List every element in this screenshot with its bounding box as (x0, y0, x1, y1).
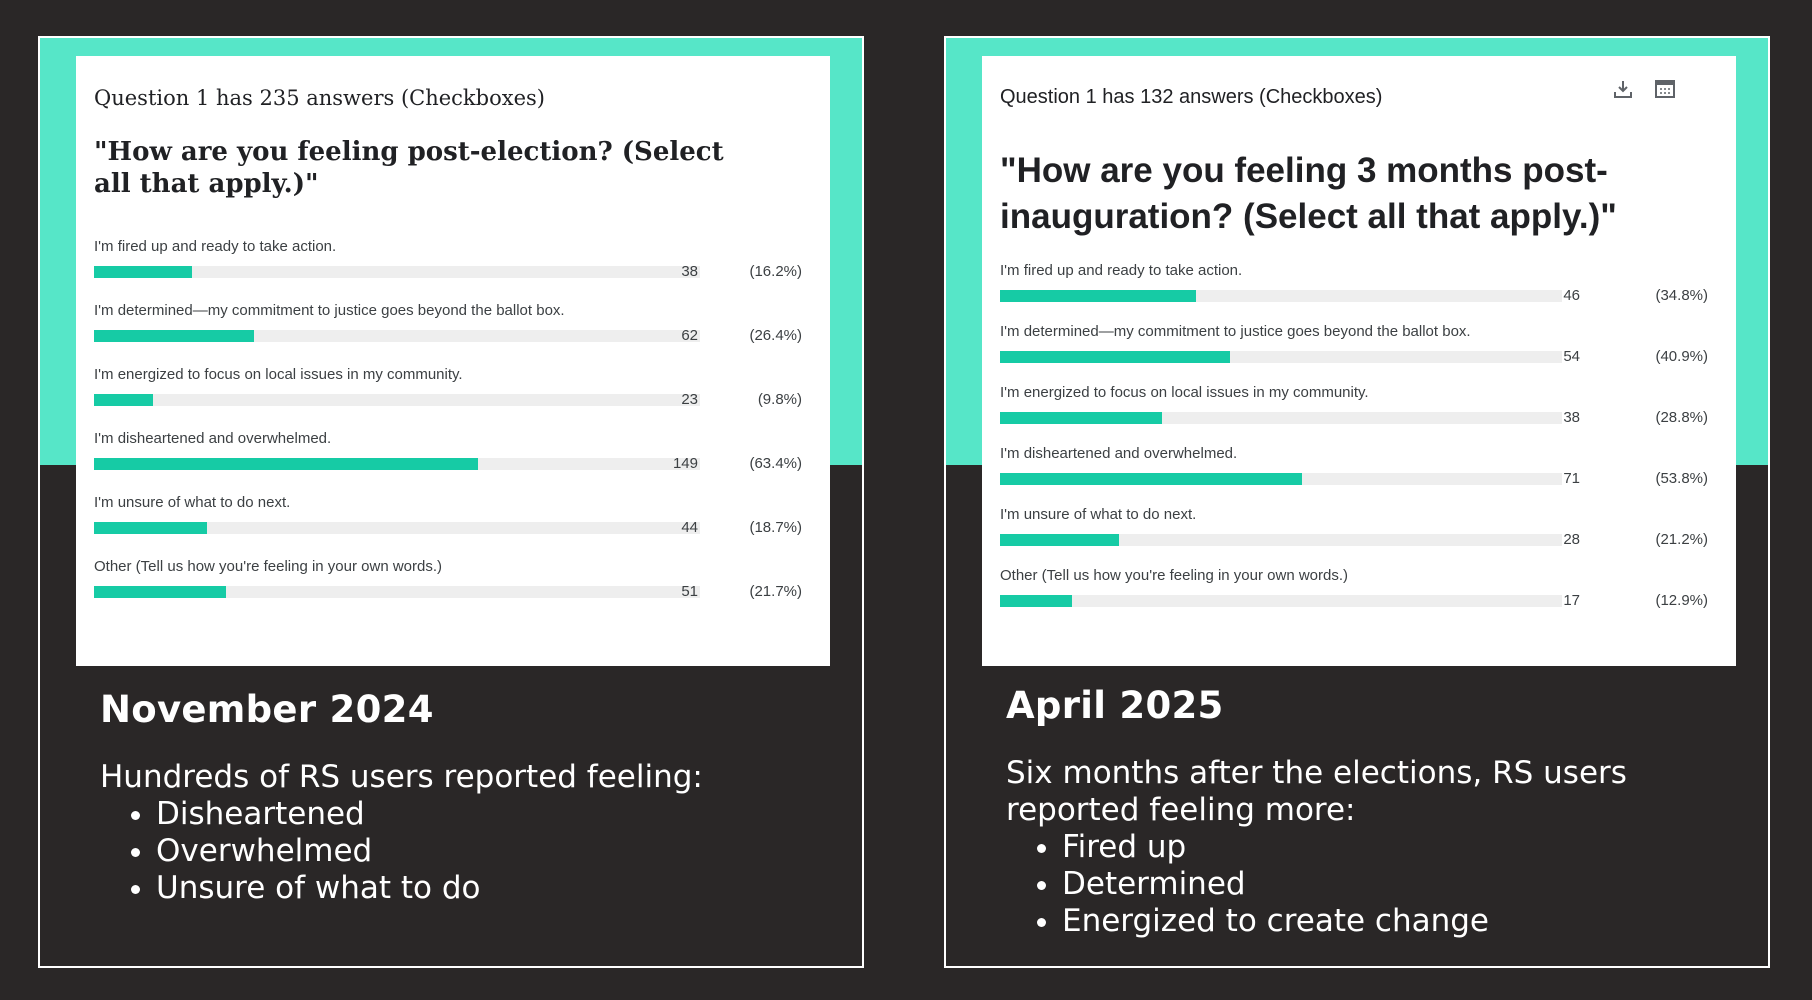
bar-label: I'm disheartened and overwhelmed. (94, 430, 332, 447)
bar-fill (94, 586, 226, 598)
question-header: Question 1 has 235 answers (Checkboxes) (94, 86, 545, 110)
bar-label: I'm disheartened and overwhelmed. (1000, 445, 1238, 462)
bar-percent: (53.8%) (1655, 470, 1708, 487)
bar-track (1000, 473, 1562, 485)
bar-label: I'm determined—my commitment to justice … (1000, 323, 1471, 340)
bar-count: 54 (1563, 348, 1580, 365)
caption-bullets: Disheartened Overwhelmed Unsure of what … (100, 796, 703, 907)
bullet-item: Fired up (1062, 829, 1686, 866)
bullet-item: Energized to create change (1062, 903, 1686, 940)
bar-fill (1000, 595, 1073, 607)
bar-track (94, 394, 700, 406)
bar-row: I'm fired up and ready to take action. 46… (1000, 262, 1708, 322)
caption: November 2024 Hundreds of RS users repor… (100, 688, 703, 907)
caption-heading: April 2025 (1006, 684, 1224, 727)
bar-percent: (63.4%) (749, 455, 802, 472)
bar-count: 23 (681, 391, 698, 408)
bar-fill (94, 266, 193, 278)
bar-label: I'm unsure of what to do next. (94, 494, 291, 511)
bar-track (1000, 534, 1562, 546)
bar-count: 46 (1563, 287, 1580, 304)
question-title: "How are you feeling post-election? (Sel… (94, 137, 724, 199)
bar-row: I'm determined—my commitment to justice … (1000, 323, 1708, 383)
bar-label: Other (Tell us how you're feeling in you… (94, 558, 443, 575)
bar-label: I'm energized to focus on local issues i… (94, 366, 463, 383)
bar-count: 38 (681, 263, 698, 280)
bar-count: 17 (1563, 592, 1580, 609)
bar-row: Other (Tell us how you're feeling in you… (1000, 567, 1708, 627)
question-title: "How are you feeling 3 months post-inaug… (1000, 151, 1617, 236)
bullet-item: Disheartened (156, 796, 703, 833)
bar-percent: (34.8%) (1655, 287, 1708, 304)
bar-fill (94, 330, 254, 342)
bar-fill (94, 522, 208, 534)
bar-row: I'm disheartened and overwhelmed. 71 (53.8… (1000, 445, 1708, 505)
calendar-table-icon[interactable] (1654, 78, 1676, 100)
bar-track (1000, 290, 1562, 302)
bar-label: I'm determined—my commitment to justice … (94, 302, 565, 319)
bar-row: Other (Tell us how you're feeling in you… (94, 558, 802, 618)
bar-track (1000, 351, 1562, 363)
bar-percent: (40.9%) (1655, 348, 1708, 365)
survey-card: Question 1 has 132 answers (Checkboxes) … (982, 56, 1736, 666)
bar-count: 51 (681, 583, 698, 600)
bar-fill (1000, 290, 1196, 302)
panel-april-2025: Question 1 has 132 answers (Checkboxes) … (944, 36, 1770, 968)
bar-percent: (16.2%) (749, 263, 802, 280)
panel-november-2024: Question 1 has 235 answers (Checkboxes) … (38, 36, 864, 968)
bar-count: 28 (1563, 531, 1580, 548)
bar-label: I'm unsure of what to do next. (1000, 506, 1197, 523)
bar-fill (1000, 534, 1120, 546)
download-icon[interactable] (1612, 78, 1634, 100)
survey-card: Question 1 has 235 answers (Checkboxes) … (76, 56, 830, 666)
bar-row: I'm energized to focus on local issues i… (94, 366, 802, 426)
bar-label: I'm fired up and ready to take action. (94, 238, 337, 255)
bar-label: I'm energized to focus on local issues i… (1000, 384, 1369, 401)
bar-fill (1000, 412, 1162, 424)
bar-percent: (26.4%) (749, 327, 802, 344)
bullet-item: Unsure of what to do (156, 870, 703, 907)
bar-count: 149 (672, 455, 698, 472)
bar-row: I'm unsure of what to do next. 28 (21.2%) (1000, 506, 1708, 566)
caption-body: Hundreds of RS users reported feeling: (100, 759, 703, 795)
bar-fill (1000, 351, 1230, 363)
bar-row: I'm energized to focus on local issues i… (1000, 384, 1708, 444)
bar-track (94, 330, 700, 342)
bar-fill (1000, 473, 1303, 485)
bar-percent: (9.8%) (757, 391, 802, 408)
bar-percent: (28.8%) (1655, 409, 1708, 426)
bar-row: I'm determined—my commitment to justice … (94, 302, 802, 362)
bar-percent: (21.7%) (749, 583, 802, 600)
bar-track (94, 458, 700, 470)
bar-row: I'm fired up and ready to take action. 38… (94, 238, 802, 298)
caption-body: Six months after the elections, RS users… (1006, 755, 1627, 828)
bar-percent: (18.7%) (749, 519, 802, 536)
bar-percent: (21.2%) (1655, 531, 1708, 548)
bar-count: 44 (681, 519, 698, 536)
bar-label: Other (Tell us how you're feeling in you… (1000, 567, 1349, 584)
bar-track (94, 586, 700, 598)
bar-count: 71 (1563, 470, 1580, 487)
bar-track (1000, 412, 1562, 424)
bar-track (1000, 595, 1562, 607)
caption-bullets: Fired up Determined Energized to create … (1006, 829, 1686, 940)
bullet-item: Overwhelmed (156, 833, 703, 870)
bullet-item: Determined (1062, 866, 1686, 903)
bar-row: I'm unsure of what to do next. 44 (18.7%) (94, 494, 802, 554)
bar-count: 38 (1563, 409, 1580, 426)
bar-row: I'm disheartened and overwhelmed. 149 (63.… (94, 430, 802, 490)
caption: April 2025 Six months after the election… (1006, 684, 1686, 940)
bar-label: I'm fired up and ready to take action. (1000, 262, 1243, 279)
bar-count: 62 (681, 327, 698, 344)
bar-fill (94, 458, 479, 470)
bar-percent: (12.9%) (1655, 592, 1708, 609)
bar-fill (94, 394, 154, 406)
bar-track (94, 522, 700, 534)
caption-heading: November 2024 (100, 688, 434, 731)
bar-track (94, 266, 700, 278)
question-header: Question 1 has 132 answers (Checkboxes) (1000, 86, 1383, 108)
